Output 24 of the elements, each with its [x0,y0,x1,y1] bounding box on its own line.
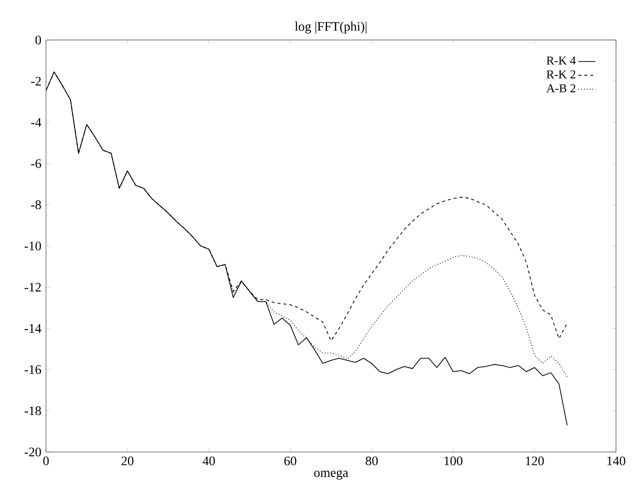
x-tick-label: 20 [122,456,134,466]
legend-label: R-K 4 [546,56,576,64]
y-tick-label: -12 [24,282,41,292]
y-tick-label: -14 [24,324,42,333]
x-tick-label: 140 [607,456,626,466]
y-tick-label: -4 [31,118,42,127]
y-tick-label: -10 [24,242,41,250]
y-tick-label: -16 [24,365,42,374]
y-tick-label: 0 [35,36,41,44]
y-tick-label: -20 [24,448,41,456]
x-tick-label: 100 [444,456,462,466]
x-tick-label: 120 [526,456,544,466]
chart-title: log |FFT(phi)| [294,22,366,34]
x-tick-label: 80 [366,456,378,466]
x-axis-title: omega [314,470,348,480]
y-tick-label: -8 [31,200,41,210]
y-tick-label: -2 [31,76,41,86]
legend-label: R-K 2 [546,70,576,78]
y-tick-label: -18 [24,406,41,416]
x-tick-label: 40 [202,456,215,466]
legend-label: A-B 2 [546,84,576,92]
y-tick-label: -6 [31,159,42,168]
x-tick-label: 0 [43,456,49,466]
x-tick-label: 60 [284,456,296,466]
